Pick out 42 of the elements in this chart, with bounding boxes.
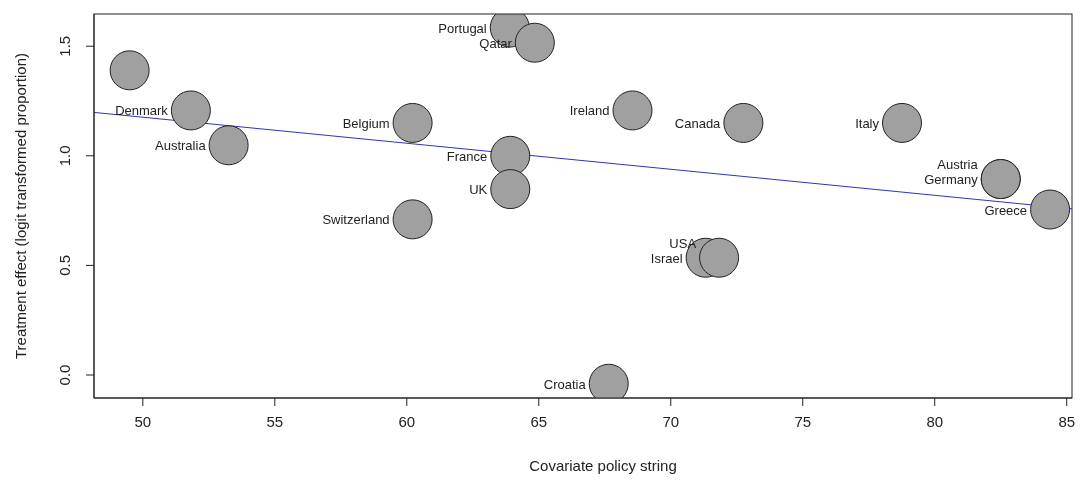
x-tick-label: 60 bbox=[398, 412, 416, 430]
x-tick-label: 55 bbox=[266, 412, 284, 430]
x-tick-label: 80 bbox=[926, 412, 944, 430]
point bbox=[208, 125, 249, 166]
point bbox=[882, 102, 923, 143]
point bbox=[170, 90, 211, 131]
data-label: Switzerland bbox=[322, 212, 390, 228]
x-tick-label: 70 bbox=[662, 412, 680, 430]
y-axis-title: Treatment effect (logit transformed proportion) bbox=[12, 53, 29, 359]
data-label: Germany bbox=[924, 172, 979, 188]
data-label: Denmark bbox=[115, 103, 169, 119]
point bbox=[109, 50, 150, 91]
point bbox=[723, 102, 764, 143]
point bbox=[612, 90, 653, 131]
x-tick-label: 65 bbox=[530, 412, 548, 430]
point bbox=[490, 169, 531, 210]
x-tick-label: 50 bbox=[134, 412, 152, 430]
data-label: France bbox=[446, 148, 488, 164]
data-label: Greece bbox=[984, 202, 1028, 218]
data-label: USA bbox=[669, 235, 697, 251]
y-tick-label: 1.0 bbox=[56, 145, 73, 167]
x-axis-title: Covariate policy string bbox=[529, 457, 677, 474]
data-label: Italy bbox=[855, 115, 880, 131]
y-tick-label: 0.0 bbox=[56, 364, 73, 386]
data-label: Australia bbox=[155, 138, 207, 154]
data-label: Israel bbox=[650, 250, 683, 266]
data-label: Canada bbox=[674, 115, 722, 131]
data-label: Austria bbox=[937, 157, 979, 173]
point bbox=[392, 199, 433, 240]
y-tick-label: 0.5 bbox=[56, 254, 73, 276]
data-label: UK bbox=[469, 182, 488, 198]
data-label: Belgium bbox=[342, 115, 390, 131]
data-label: Portugal bbox=[438, 20, 487, 36]
point bbox=[699, 237, 740, 278]
y-tick-label: 1.5 bbox=[56, 35, 73, 57]
point bbox=[514, 22, 555, 63]
x-tick-label: 75 bbox=[794, 412, 812, 430]
point bbox=[392, 102, 433, 143]
x-tick-label: 85 bbox=[1058, 412, 1076, 430]
data-label: Ireland bbox=[569, 103, 610, 119]
data-label: Croatia bbox=[543, 376, 587, 392]
point bbox=[1030, 189, 1071, 230]
